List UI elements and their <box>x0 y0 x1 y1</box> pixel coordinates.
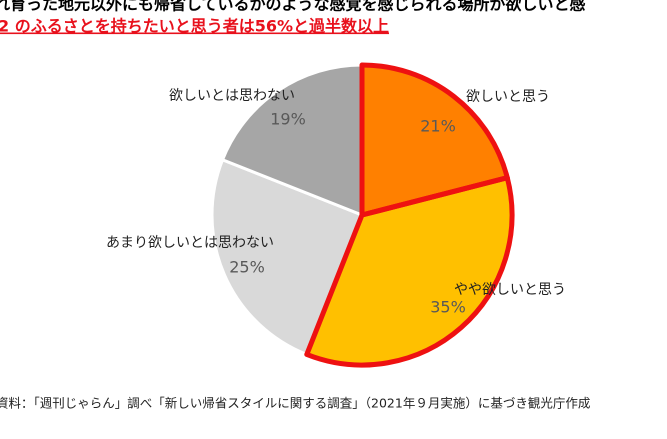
chart-subtitle: 2 のふるさとを持ちたいと思う者は56%と過半数以上 <box>0 17 389 36</box>
pie <box>210 62 515 368</box>
slice-outline <box>359 62 510 218</box>
chart-title: れ育った地元以外にも帰省しているかのような感覚を感じられる場所が欲しいと感 <box>0 0 586 14</box>
pie-slice <box>220 63 364 218</box>
value-label: 35% <box>430 298 466 317</box>
slice-name: 欲しいとは思わない <box>169 88 295 104</box>
value-label: 25% <box>229 258 265 277</box>
source-note: 資料：「週刊じゃらん」調べ「新しい帰省スタイルに関する調査」（2021年９月実施… <box>0 396 590 411</box>
value-label: 21% <box>420 117 456 136</box>
slice-outline <box>304 175 515 368</box>
slice-name: やや欲しいと思う <box>454 282 566 298</box>
slice-name: 欲しいと思う <box>466 89 550 105</box>
value-label: 19% <box>270 110 306 129</box>
slice-name: あまり欲しいとは思わない <box>106 235 274 251</box>
